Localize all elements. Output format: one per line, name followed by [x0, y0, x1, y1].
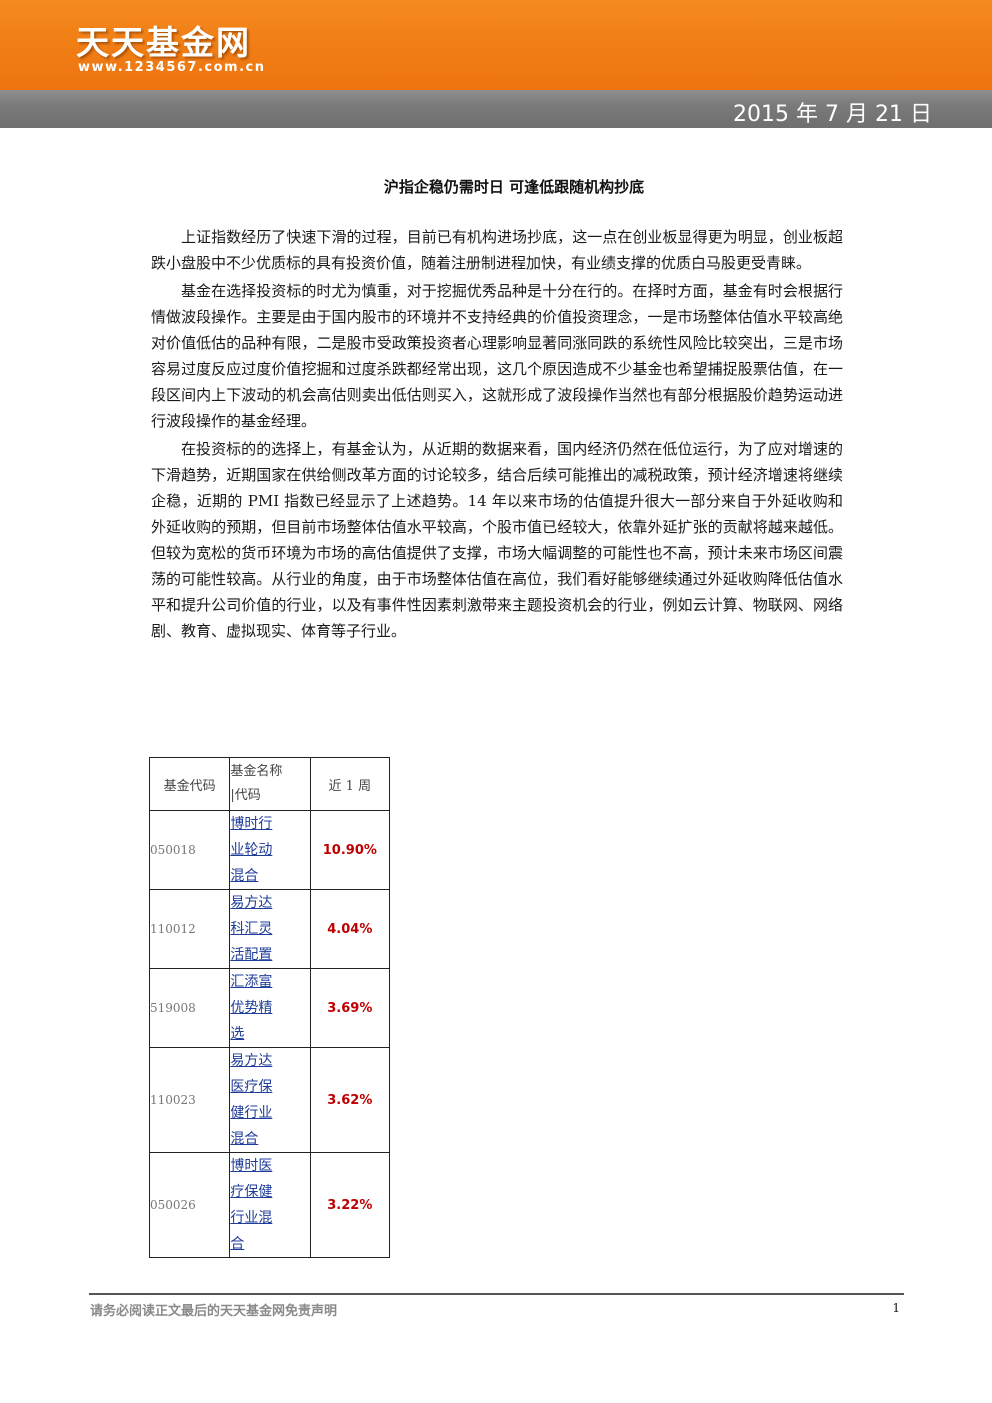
header-fund-code: 基金代码 [148, 757, 231, 811]
fund-name-line[interactable]: 疗保健 [230, 1184, 273, 1200]
fund-name-line[interactable]: 易方达 [230, 1053, 273, 1069]
fund-name-line[interactable]: 汇添富 [230, 974, 273, 990]
fund-name-cell: 易方达 科汇灵 活配置 [229, 889, 311, 969]
article-paragraph: 基金在选择投资标的时尤为慎重，对于挖掘优秀品种是十分在行的。在择时方面，基金有时… [151, 282, 843, 430]
fund-name-link[interactable]: 博时医 疗保健 行业混 合 [230, 1158, 272, 1252]
fund-name-line[interactable]: 易方达 [230, 895, 273, 911]
fund-weekly-return: 4.04% [309, 889, 391, 969]
table-row: 050018 博时行 业轮动 混合 10.90% [148, 810, 391, 890]
disclaimer-note: 请务必阅读正文最后的天天基金网免责声明 [90, 1304, 338, 1319]
article-body: 上证指数经历了快速下滑的过程，目前已有机构进场抄底，这一点在创业板显得更为明显，… [151, 224, 843, 646]
fund-name-line[interactable]: 行业混 [230, 1210, 273, 1226]
fund-name-line[interactable]: 博时医 [230, 1158, 273, 1174]
date-bar: 2015 年 7 月 21 日 [0, 90, 992, 128]
fund-name-cell: 博时医 疗保健 行业混 合 [229, 1152, 311, 1258]
header-fund-name-line: 基金名称 [230, 764, 283, 779]
fund-code: 110012 [148, 889, 231, 969]
fund-name-line[interactable]: 混合 [230, 1131, 259, 1147]
fund-name-cell: 博时行 业轮动 混合 [229, 810, 311, 890]
header-fund-name-line: |代码 [230, 788, 261, 803]
fund-weekly-return: 3.22% [309, 1152, 391, 1258]
fund-name-line[interactable]: 业轮动 [230, 842, 273, 858]
fund-name-link[interactable]: 易方达 医疗保 健行业 混合 [230, 1053, 272, 1147]
fund-ranking-table: 基金代码 基金名称 |代码 近 1 周 050018 博时行 业轮动 混合 10… [148, 757, 391, 1258]
fund-name-cell: 汇添富 优势精 选 [229, 968, 311, 1048]
fund-name-link[interactable]: 汇添富 优势精 选 [230, 974, 272, 1042]
fund-name-link[interactable]: 博时行 业轮动 混合 [230, 816, 272, 884]
fund-weekly-return: 3.62% [309, 1047, 391, 1153]
table-row: 050026 博时医 疗保健 行业混 合 3.22% [148, 1152, 391, 1258]
fund-code: 519008 [148, 968, 231, 1048]
site-header: 天天基金网 www.1234567.com.cn [0, 0, 992, 90]
fund-name-link[interactable]: 易方达 科汇灵 活配置 [230, 895, 272, 963]
table-row: 110023 易方达 医疗保 健行业 混合 3.62% [148, 1047, 391, 1153]
fund-code: 050026 [148, 1152, 231, 1258]
table-row: 110012 易方达 科汇灵 活配置 4.04% [148, 889, 391, 969]
fund-code: 050018 [148, 810, 231, 890]
table-row: 519008 汇添富 优势精 选 3.69% [148, 968, 391, 1048]
fund-name-line[interactable]: 选 [230, 1026, 245, 1042]
footer-divider [89, 1293, 904, 1295]
fund-name-line[interactable]: 优势精 [230, 1000, 273, 1016]
fund-name-line[interactable]: 合 [230, 1236, 245, 1252]
page-number: 1 [892, 1301, 900, 1315]
site-logo[interactable]: 天天基金网 [76, 23, 251, 62]
table-header-row: 基金代码 基金名称 |代码 近 1 周 [148, 757, 391, 811]
fund-weekly-return: 10.90% [309, 810, 391, 890]
fund-weekly-return: 3.69% [309, 968, 391, 1048]
fund-code: 110023 [148, 1047, 231, 1153]
fund-name-line[interactable]: 医疗保 [230, 1079, 273, 1095]
fund-name-line[interactable]: 活配置 [230, 947, 273, 963]
site-url[interactable]: www.1234567.com.cn [78, 60, 266, 75]
header-weekly-return[interactable]: 近 1 周 [309, 757, 391, 811]
fund-name-cell: 易方达 医疗保 健行业 混合 [229, 1047, 311, 1153]
article-paragraph: 上证指数经历了快速下滑的过程，目前已有机构进场抄底，这一点在创业板显得更为明显，… [151, 228, 843, 272]
fund-name-line[interactable]: 混合 [230, 868, 259, 884]
header-fund-name: 基金名称 |代码 [229, 757, 311, 811]
fund-name-line[interactable]: 科汇灵 [230, 921, 273, 937]
report-date: 2015 年 7 月 21 日 [733, 102, 932, 127]
fund-name-line[interactable]: 健行业 [230, 1105, 273, 1121]
fund-name-line[interactable]: 博时行 [230, 816, 273, 832]
article-title: 沪指企稳仍需时日 可逢低跟随机构抄底 [383, 178, 645, 196]
article-paragraph: 在投资标的的选择上，有基金认为，从近期的数据来看，国内经济仍然在低位运行，为了应… [151, 440, 843, 640]
